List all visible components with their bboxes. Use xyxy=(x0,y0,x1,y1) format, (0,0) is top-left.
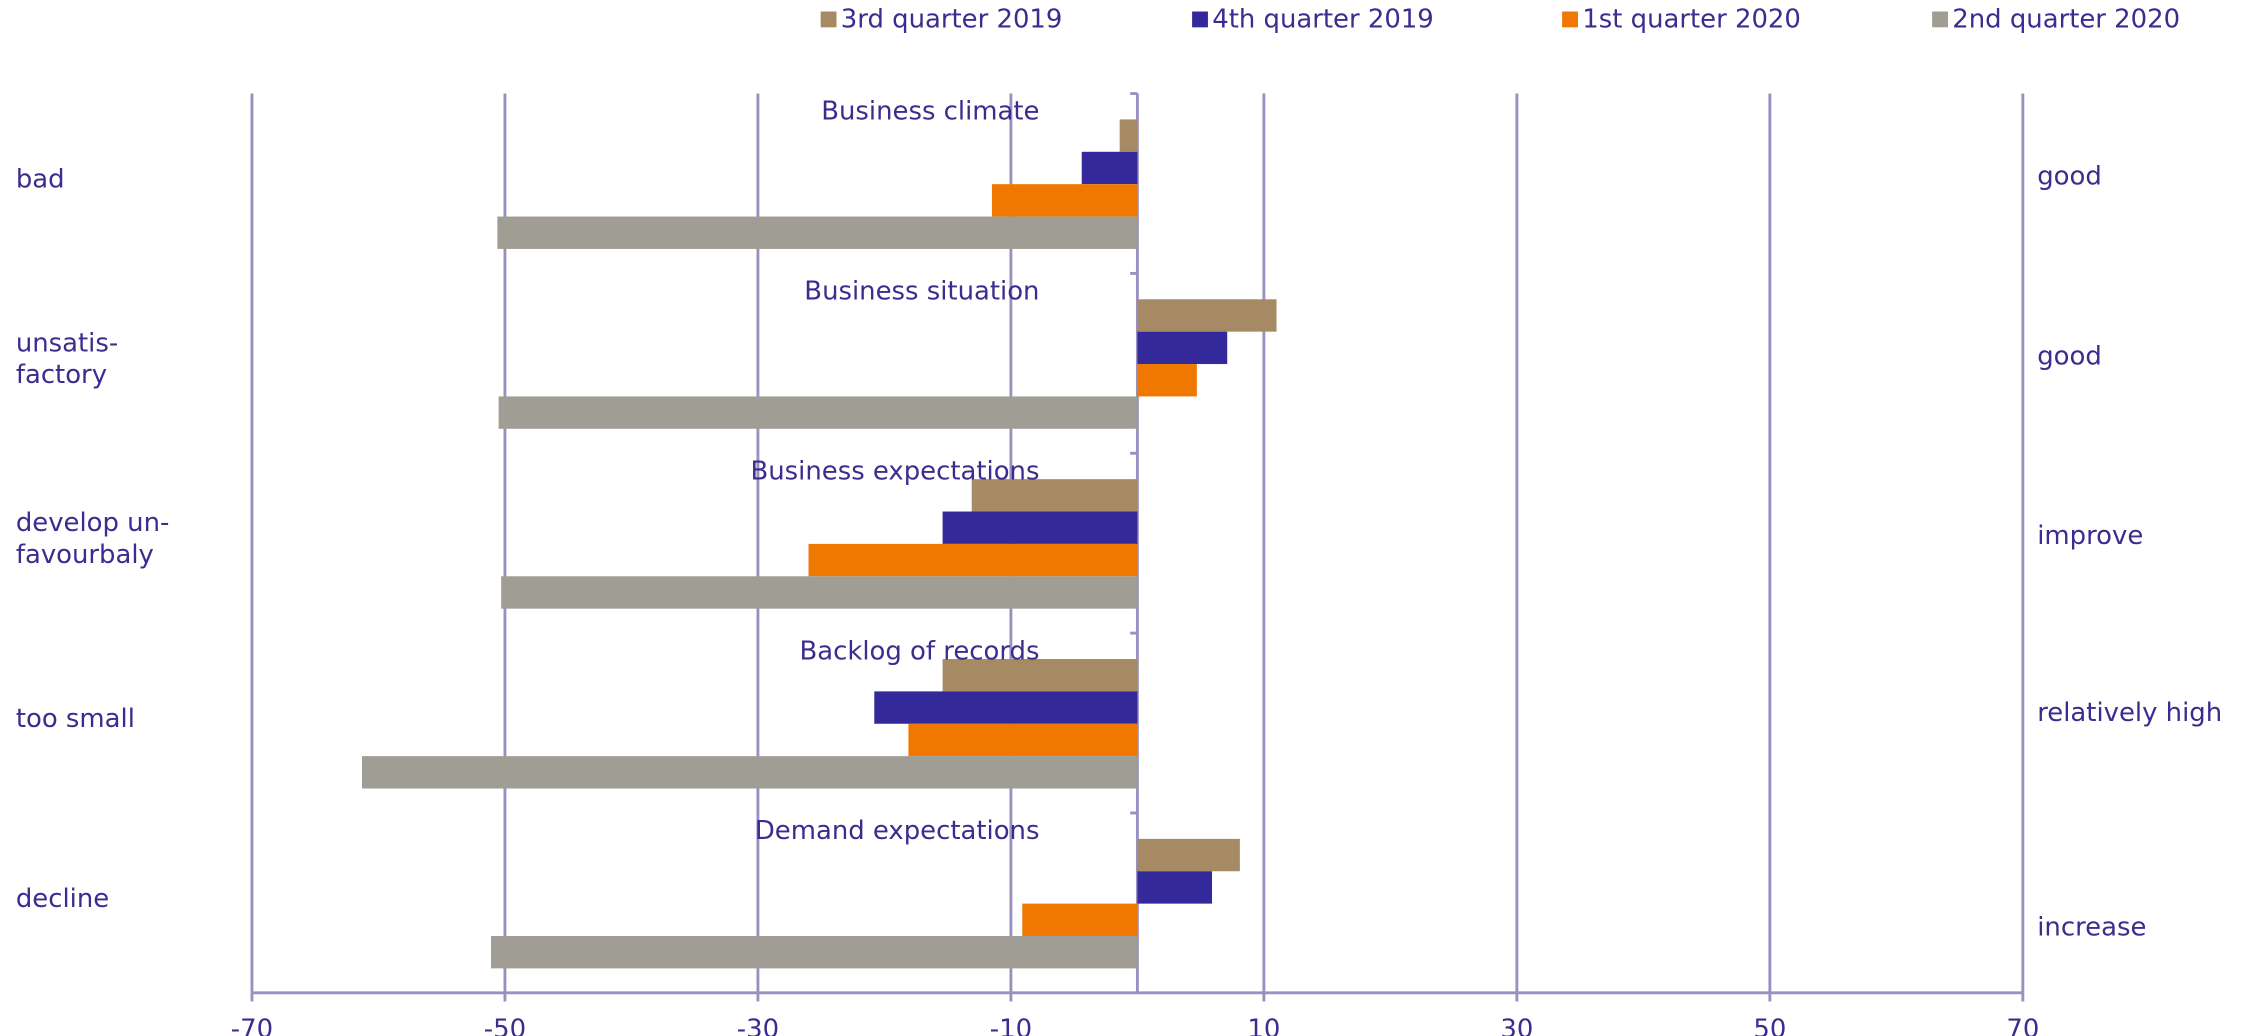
bar xyxy=(942,659,1138,692)
bar xyxy=(1022,903,1138,936)
bar xyxy=(1081,151,1138,185)
left-label: unsatis- xyxy=(16,328,118,358)
category-title: Demand expectations xyxy=(755,816,1040,846)
x-tick-label: -50 xyxy=(484,1015,526,1036)
x-tick-label: 10 xyxy=(1247,1015,1280,1036)
right-label: relatively high xyxy=(2037,698,2222,728)
bar xyxy=(808,543,1138,577)
legend-label: 3rd quarter 2019 xyxy=(841,5,1063,35)
left-label: too small xyxy=(16,704,135,734)
bar xyxy=(497,216,1138,249)
left-label: favourbaly xyxy=(16,540,154,570)
x-tick-label: -70 xyxy=(231,1015,273,1036)
bar xyxy=(498,396,1138,429)
bar xyxy=(942,511,1138,544)
left-label: bad xyxy=(16,164,65,194)
category-title: Business expectations xyxy=(751,456,1040,486)
x-tick-label: -10 xyxy=(990,1015,1032,1036)
right-label: improve xyxy=(2037,521,2143,551)
left-label: factory xyxy=(16,360,107,390)
bar xyxy=(1137,871,1213,904)
bar xyxy=(1137,331,1228,365)
bar xyxy=(362,756,1138,789)
left-label: decline xyxy=(16,884,109,914)
category-title: Backlog of records xyxy=(799,636,1039,666)
x-tick-label: -30 xyxy=(737,1015,779,1036)
bar xyxy=(1119,119,1138,152)
legend-swatch xyxy=(1192,11,1208,28)
bar xyxy=(991,184,1138,217)
bar xyxy=(874,691,1138,724)
x-tick-label: 70 xyxy=(2006,1015,2039,1036)
legend-swatch xyxy=(1562,11,1578,28)
legend-label: 2nd quarter 2020 xyxy=(1952,5,2180,35)
legend-swatch xyxy=(1932,11,1948,28)
bar xyxy=(908,723,1138,757)
category-title: Business climate xyxy=(821,97,1039,127)
category-title: Business situation xyxy=(804,277,1039,307)
right-label: increase xyxy=(2037,913,2146,943)
right-label: good xyxy=(2037,161,2102,191)
left-label: develop un- xyxy=(16,508,170,538)
bar xyxy=(501,576,1138,609)
bar xyxy=(971,479,1138,512)
bar xyxy=(1137,364,1197,397)
bar xyxy=(1137,299,1277,332)
right-label: good xyxy=(2037,341,2102,371)
bar xyxy=(1137,838,1240,872)
bar xyxy=(491,935,1138,969)
x-tick-label: 50 xyxy=(1753,1015,1786,1036)
legend-label: 4th quarter 2019 xyxy=(1212,5,1434,35)
legend-swatch xyxy=(820,11,837,28)
legend-label: 1st quarter 2020 xyxy=(1582,5,1801,35)
x-tick-label: 30 xyxy=(1500,1015,1533,1036)
